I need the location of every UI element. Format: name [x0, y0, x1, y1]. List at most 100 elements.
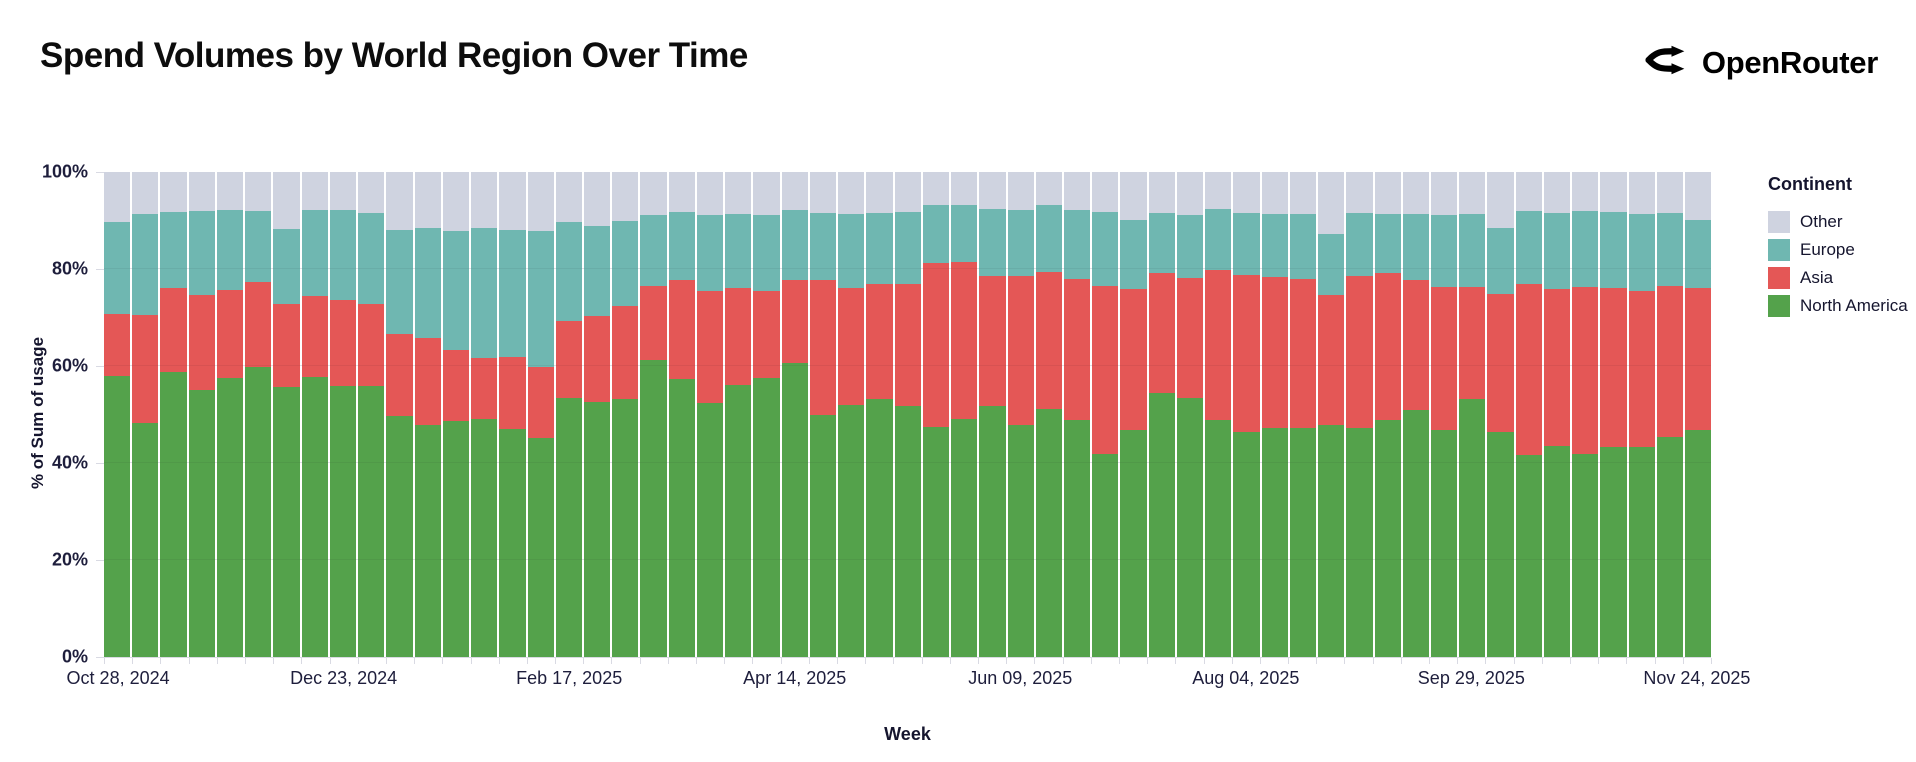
europe-segment[interactable] — [527, 230, 554, 368]
other-segment[interactable] — [1628, 172, 1655, 214]
bar-nov-17-2025[interactable] — [1656, 172, 1684, 657]
bar-jan-27-2025[interactable] — [471, 172, 498, 657]
asia-segment[interactable] — [583, 316, 611, 402]
north-america-segment[interactable] — [1543, 446, 1571, 657]
bar-jun-30-2025[interactable] — [1092, 172, 1119, 657]
europe-segment[interactable] — [1346, 212, 1373, 277]
asia-segment[interactable] — [1120, 289, 1147, 431]
europe-segment[interactable] — [555, 222, 582, 322]
north-america-segment[interactable] — [1402, 410, 1430, 657]
other-segment[interactable] — [725, 172, 752, 215]
other-segment[interactable] — [527, 172, 554, 231]
europe-segment[interactable] — [1374, 213, 1401, 274]
bar-mar-24-2025[interactable] — [696, 172, 724, 657]
asia-segment[interactable] — [696, 291, 724, 403]
asia-segment[interactable] — [725, 288, 752, 386]
other-segment[interactable] — [216, 172, 244, 211]
asia-segment[interactable] — [442, 350, 470, 421]
north-america-segment[interactable] — [1628, 446, 1655, 657]
other-segment[interactable] — [386, 172, 413, 231]
europe-segment[interactable] — [866, 212, 893, 285]
other-segment[interactable] — [301, 172, 328, 211]
asia-segment[interactable] — [1402, 280, 1430, 411]
bar-nov-10-2025[interactable] — [1628, 172, 1655, 657]
bar-mar-31-2025[interactable] — [725, 172, 752, 657]
legend-item-asia[interactable]: Asia — [1768, 267, 1914, 289]
asia-segment[interactable] — [1628, 290, 1655, 447]
other-segment[interactable] — [809, 172, 837, 213]
europe-segment[interactable] — [329, 210, 357, 301]
north-america-segment[interactable] — [160, 372, 187, 657]
bar-feb-03-2025[interactable] — [499, 172, 526, 657]
asia-segment[interactable] — [358, 304, 385, 387]
asia-segment[interactable] — [104, 313, 131, 377]
north-america-segment[interactable] — [1346, 427, 1373, 657]
europe-segment[interactable] — [386, 230, 413, 334]
north-america-segment[interactable] — [1515, 455, 1542, 657]
europe-segment[interactable] — [1459, 214, 1486, 288]
north-america-segment[interactable] — [866, 398, 893, 657]
asia-segment[interactable] — [668, 279, 695, 379]
north-america-segment[interactable] — [245, 366, 272, 657]
bar-jul-28-2025[interactable] — [1205, 172, 1232, 657]
asia-segment[interactable] — [1374, 273, 1401, 421]
bar-nov-25-2024[interactable] — [216, 172, 244, 657]
europe-segment[interactable] — [979, 209, 1006, 277]
north-america-segment[interactable] — [414, 425, 441, 657]
europe-segment[interactable] — [725, 214, 752, 289]
bar-sep-08-2025[interactable] — [1374, 172, 1401, 657]
bar-jun-16-2025[interactable] — [1035, 172, 1062, 657]
other-segment[interactable] — [160, 172, 187, 213]
north-america-segment[interactable] — [1318, 425, 1345, 657]
other-segment[interactable] — [612, 172, 639, 221]
europe-segment[interactable] — [358, 212, 385, 305]
other-segment[interactable] — [1205, 172, 1232, 210]
europe-segment[interactable] — [245, 211, 272, 283]
asia-segment[interactable] — [922, 262, 950, 427]
north-america-segment[interactable] — [640, 360, 667, 657]
europe-segment[interactable] — [951, 204, 978, 262]
europe-segment[interactable] — [1515, 210, 1542, 284]
north-america-segment[interactable] — [1205, 420, 1232, 657]
other-segment[interactable] — [273, 172, 300, 229]
other-segment[interactable] — [188, 172, 215, 212]
europe-segment[interactable] — [1318, 234, 1345, 296]
north-america-segment[interactable] — [753, 378, 780, 657]
europe-segment[interactable] — [1600, 211, 1627, 289]
europe-segment[interactable] — [838, 213, 865, 289]
bar-feb-10-2025[interactable] — [527, 172, 554, 657]
asia-segment[interactable] — [640, 286, 667, 361]
europe-segment[interactable] — [273, 228, 300, 305]
other-segment[interactable] — [1374, 172, 1401, 214]
other-segment[interactable] — [1148, 172, 1175, 213]
asia-segment[interactable] — [555, 321, 582, 398]
bar-jan-20-2025[interactable] — [442, 172, 470, 657]
asia-segment[interactable] — [1233, 275, 1260, 432]
bar-dec-30-2024[interactable] — [358, 172, 385, 657]
bar-jan-13-2025[interactable] — [414, 172, 441, 657]
asia-segment[interactable] — [951, 261, 978, 420]
other-segment[interactable] — [838, 172, 865, 214]
north-america-segment[interactable] — [1431, 430, 1458, 657]
europe-segment[interactable] — [301, 210, 328, 296]
bar-dec-16-2024[interactable] — [301, 172, 328, 657]
north-america-segment[interactable] — [216, 378, 244, 657]
europe-segment[interactable] — [809, 212, 837, 281]
europe-segment[interactable] — [1176, 214, 1204, 278]
europe-segment[interactable] — [1402, 213, 1430, 281]
bar-dec-02-2024[interactable] — [245, 172, 272, 657]
asia-segment[interactable] — [414, 337, 441, 426]
europe-segment[interactable] — [781, 210, 808, 280]
asia-segment[interactable] — [527, 367, 554, 438]
north-america-segment[interactable] — [583, 401, 611, 657]
europe-segment[interactable] — [696, 215, 724, 292]
europe-segment[interactable] — [922, 205, 950, 263]
asia-segment[interactable] — [499, 356, 526, 429]
bar-sep-29-2025[interactable] — [1459, 172, 1486, 657]
europe-segment[interactable] — [104, 221, 131, 314]
north-america-segment[interactable] — [386, 416, 413, 657]
asia-segment[interactable] — [1318, 295, 1345, 426]
other-segment[interactable] — [471, 172, 498, 228]
europe-segment[interactable] — [132, 214, 159, 315]
asia-segment[interactable] — [1543, 289, 1571, 447]
